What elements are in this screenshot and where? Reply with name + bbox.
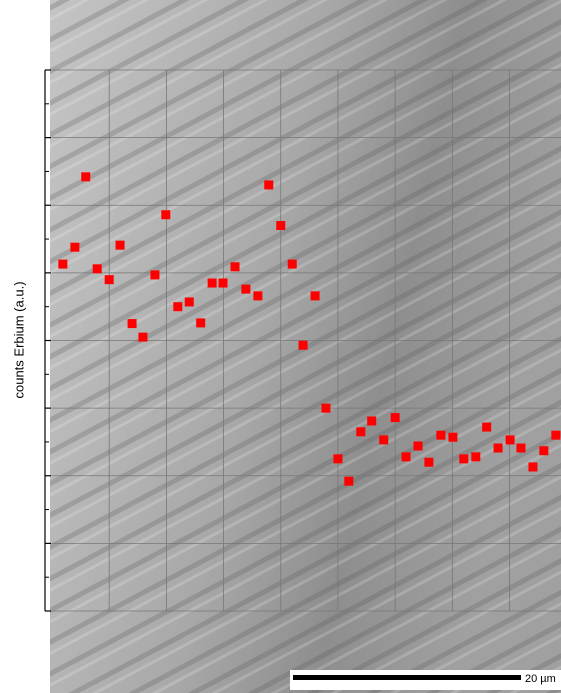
point (459, 454, 469, 464)
point (379, 435, 389, 445)
point (356, 427, 366, 437)
point (150, 270, 160, 280)
point (528, 462, 538, 472)
scale-bar (293, 675, 521, 680)
point (493, 443, 503, 453)
point (173, 302, 183, 312)
point (241, 284, 251, 294)
point (516, 443, 526, 453)
point (333, 454, 343, 464)
point (367, 416, 377, 426)
point (539, 446, 549, 456)
point (161, 210, 171, 220)
point (401, 452, 411, 462)
point (276, 221, 286, 231)
point (81, 172, 91, 182)
point (196, 318, 206, 328)
point (184, 297, 194, 307)
point (218, 278, 228, 288)
point (230, 262, 240, 272)
point (424, 457, 434, 467)
point (115, 240, 125, 250)
point (390, 413, 400, 423)
point (92, 264, 102, 274)
point (482, 422, 492, 432)
point (505, 435, 515, 445)
point (287, 259, 297, 269)
point (436, 430, 446, 440)
point (471, 452, 481, 462)
point (207, 278, 217, 288)
point (264, 180, 274, 190)
point (70, 242, 80, 252)
point (551, 430, 561, 440)
point (138, 332, 148, 342)
y-axis-label: counts Erbium (a.u.) (11, 281, 26, 398)
point (253, 291, 263, 301)
point (310, 291, 320, 301)
scale-bar-label: 20 µm (525, 673, 556, 685)
point (413, 441, 423, 451)
point (58, 259, 68, 269)
axis-margin (0, 0, 50, 693)
point (104, 275, 114, 285)
point (298, 340, 308, 350)
point (127, 319, 137, 329)
point (448, 432, 458, 442)
point (321, 403, 331, 413)
point (344, 476, 354, 486)
